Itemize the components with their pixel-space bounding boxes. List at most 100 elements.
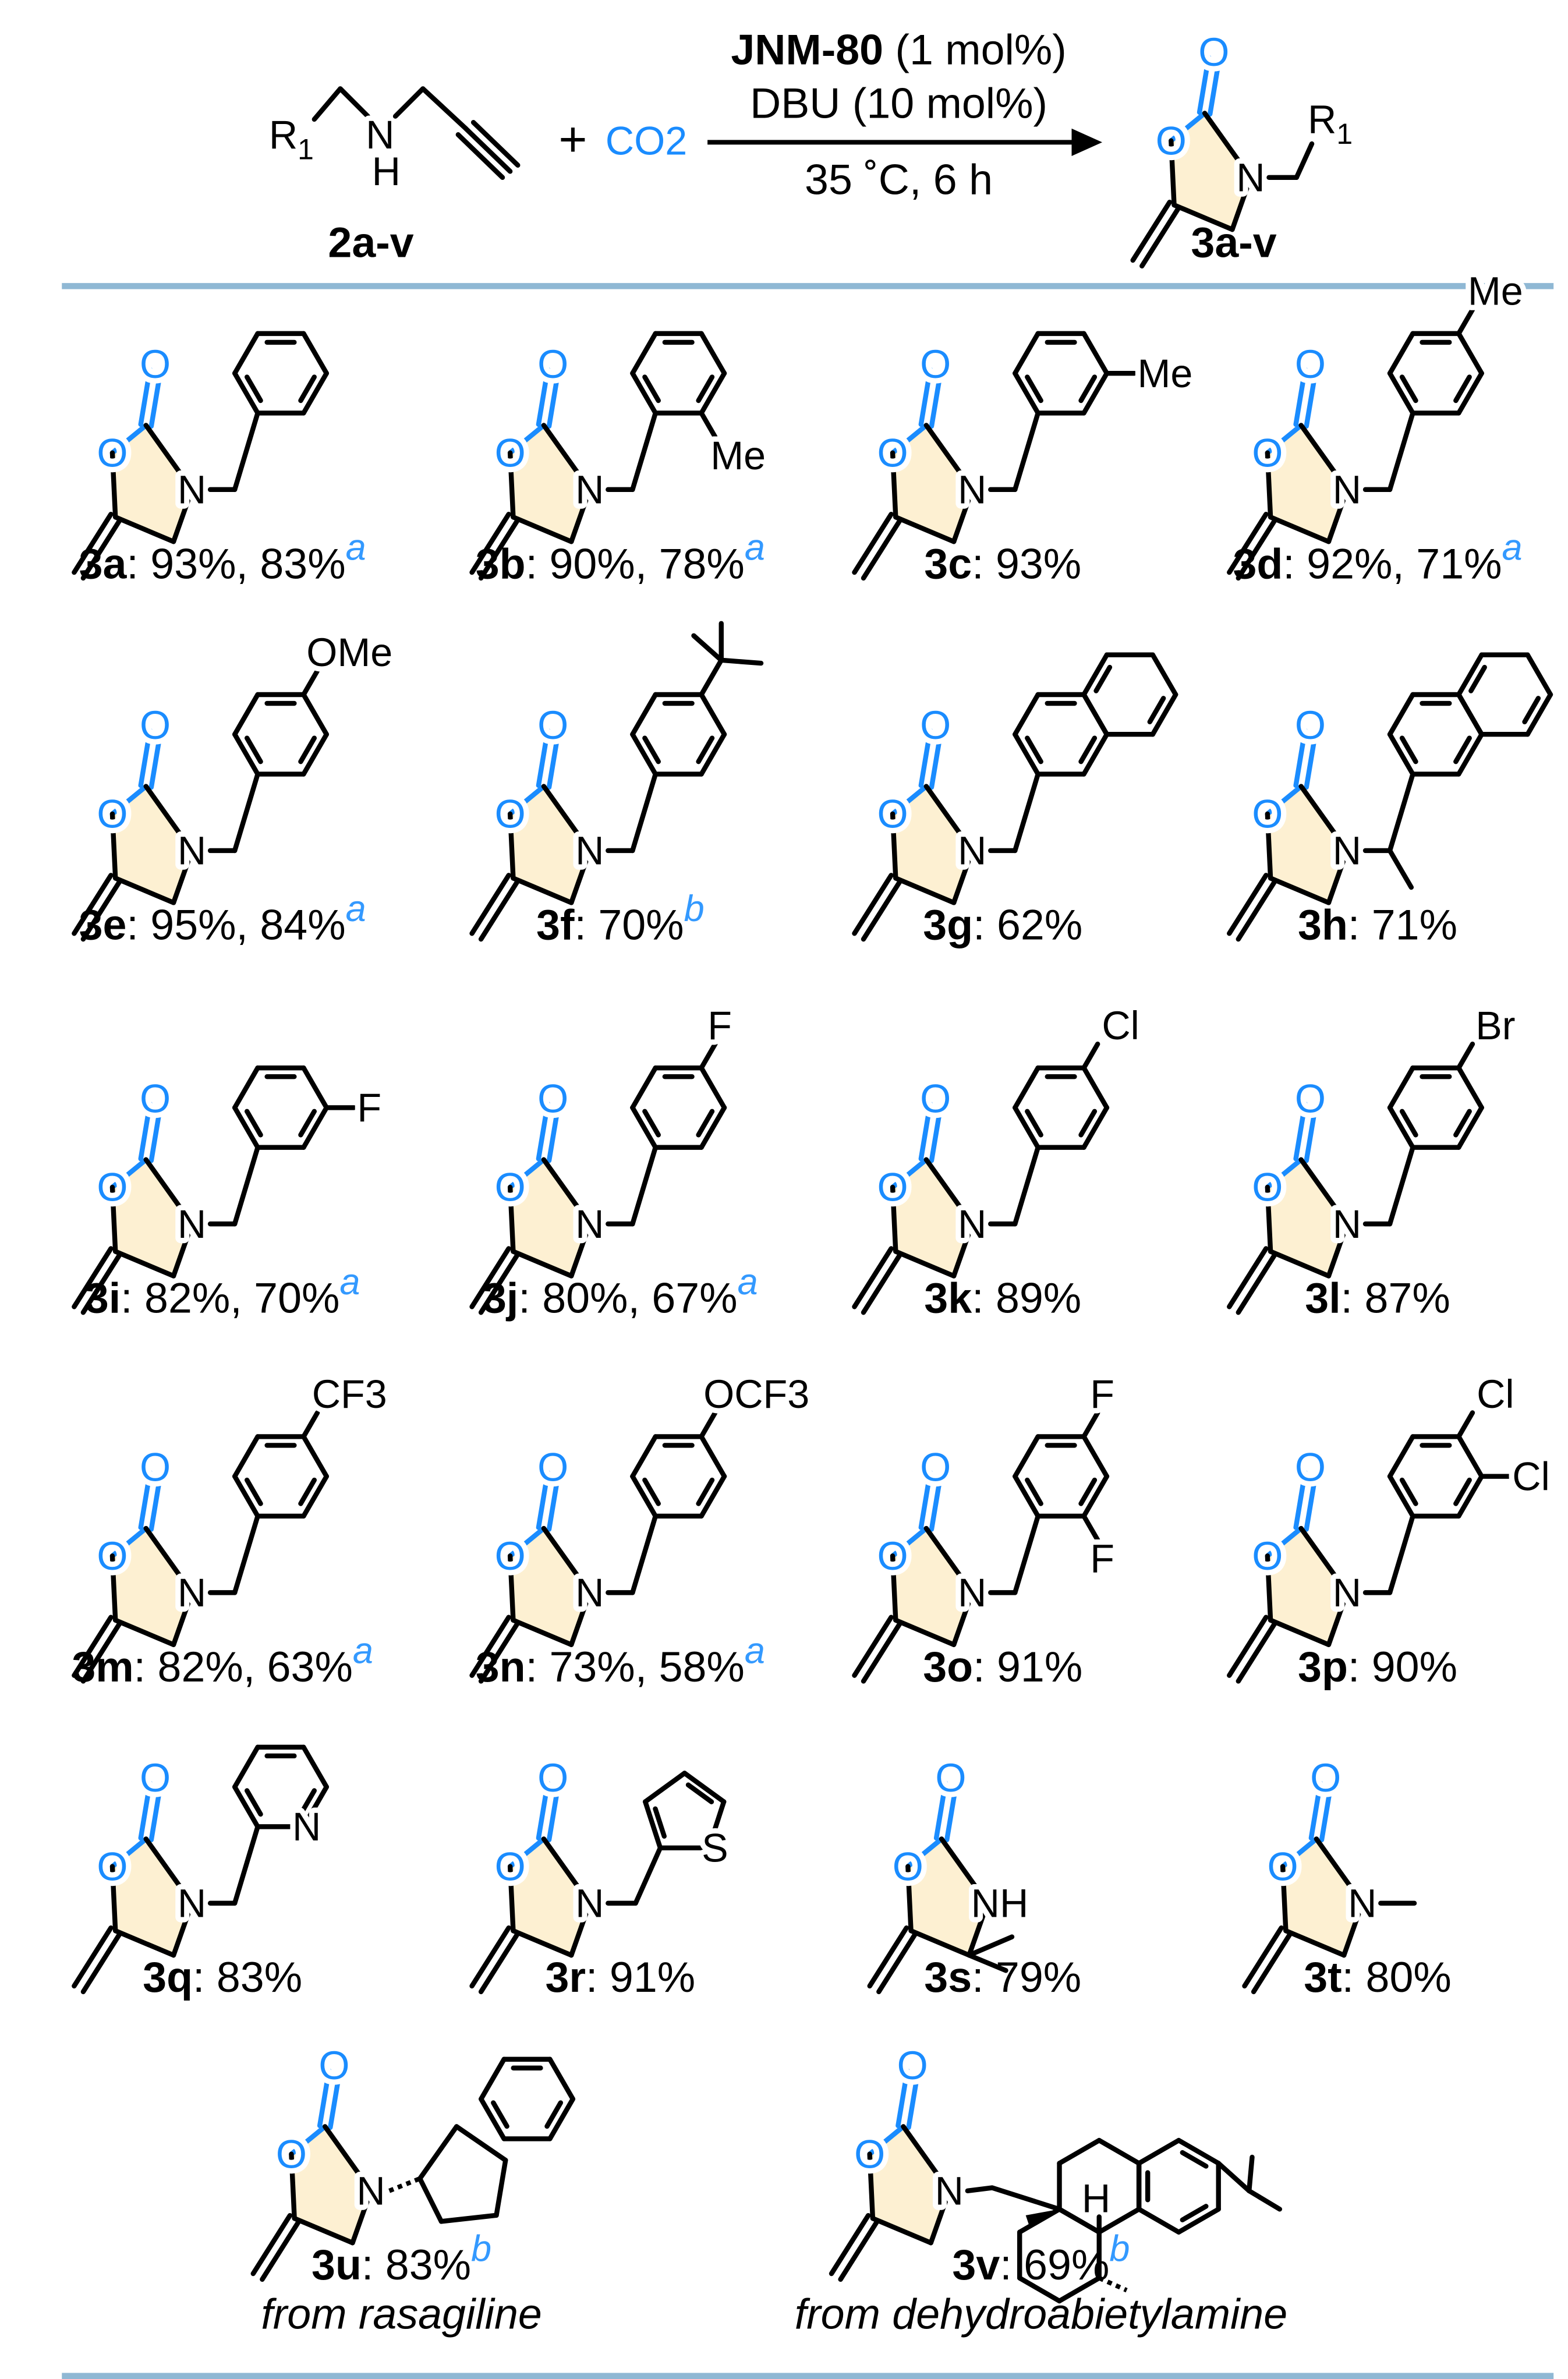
r1-label: R1 bbox=[1308, 98, 1353, 150]
bond bbox=[861, 1620, 903, 1684]
bond bbox=[1081, 732, 1110, 777]
bond bbox=[298, 374, 317, 403]
bond bbox=[893, 1249, 957, 1279]
bond bbox=[80, 1252, 123, 1315]
hashed-bond bbox=[388, 2176, 421, 2193]
bond bbox=[1247, 2154, 1255, 2194]
bond bbox=[392, 86, 426, 119]
bond bbox=[148, 730, 163, 790]
carbonyl-oxygen-label: O bbox=[537, 342, 568, 387]
bond bbox=[569, 487, 592, 544]
compound-id: 3h bbox=[1298, 900, 1348, 948]
bond bbox=[511, 1617, 574, 1647]
substituent-label: Me bbox=[1137, 352, 1192, 396]
bond bbox=[138, 1470, 153, 1530]
carbonyl-oxygen-label: O bbox=[140, 703, 171, 748]
bond bbox=[312, 86, 343, 122]
bond bbox=[143, 1525, 194, 1595]
bond bbox=[463, 126, 513, 174]
compound-yield: : 95%, 84% bbox=[126, 900, 345, 948]
bond bbox=[1265, 1525, 1304, 1559]
compound-id: 3s bbox=[924, 1953, 972, 2001]
bond bbox=[507, 423, 547, 455]
footnote-marker: a bbox=[1502, 528, 1523, 568]
atom-label-part: O bbox=[877, 431, 908, 475]
footnote-marker: a bbox=[745, 1630, 765, 1671]
compound-yield: : 71% bbox=[1348, 900, 1457, 948]
compound-yield: : 70% bbox=[574, 900, 684, 948]
compound-label: 3d: 92%, 71%a bbox=[1233, 528, 1522, 588]
compound-label: 3l: 87% bbox=[1305, 1274, 1450, 1322]
bond bbox=[109, 1525, 148, 1559]
bond bbox=[289, 2151, 297, 2221]
bond bbox=[1013, 1105, 1040, 1150]
substituent-label: OCF3 bbox=[703, 1372, 809, 1417]
compound-yield: : 79% bbox=[972, 1953, 1081, 2001]
bond bbox=[494, 2158, 508, 2218]
bond bbox=[893, 876, 957, 905]
bond bbox=[1308, 1780, 1323, 1841]
bond bbox=[469, 1925, 511, 1989]
bond bbox=[923, 423, 975, 493]
carbonyl-oxygen-label: O bbox=[1295, 1077, 1326, 1121]
bond bbox=[232, 1513, 260, 1595]
carbonyl-oxygen-label: O bbox=[1295, 1446, 1326, 1490]
bond bbox=[1081, 370, 1110, 416]
bond bbox=[1057, 2207, 1102, 2235]
ring-oxygen-label: O bbox=[97, 1845, 128, 1889]
compound-label: 3f: 70%b bbox=[536, 888, 705, 949]
bond bbox=[1456, 1105, 1484, 1150]
bond bbox=[1456, 652, 1484, 698]
footnote-marker: a bbox=[745, 528, 765, 568]
bond bbox=[1453, 1477, 1472, 1506]
nitrogen-label: N bbox=[958, 1571, 986, 1615]
atom-label-part: O bbox=[1252, 1166, 1283, 1210]
bond bbox=[1468, 664, 1487, 693]
bond bbox=[944, 1782, 959, 1843]
bond bbox=[1399, 374, 1418, 403]
bond bbox=[890, 784, 929, 817]
substituent-label: Cl bbox=[1477, 1372, 1514, 1417]
atom-label-part: O bbox=[140, 1077, 171, 1121]
oxazolidinone-ring-fill bbox=[112, 1839, 192, 1956]
nitrogen-label: N bbox=[575, 468, 604, 512]
compound-id: 3l bbox=[1305, 1274, 1340, 1322]
compound-id: 3j bbox=[483, 1274, 518, 1322]
bond bbox=[1304, 1471, 1318, 1532]
atom-label-part: O bbox=[1295, 1446, 1326, 1490]
atom-label-part: O bbox=[1198, 30, 1229, 75]
compound-yield: : 69% bbox=[1000, 2240, 1109, 2289]
substituent-label: F bbox=[357, 1086, 381, 1130]
bond bbox=[852, 873, 894, 936]
bond bbox=[633, 1845, 663, 1906]
amine-hydrogen-label: H bbox=[372, 150, 401, 194]
compound-3c: OO N Me 3c: 93% bbox=[852, 331, 1198, 587]
bond bbox=[148, 1103, 163, 1163]
oxazolidinone-ring-fill bbox=[893, 786, 972, 903]
bond bbox=[1242, 1925, 1284, 1989]
ring-oxygen-label: O bbox=[97, 431, 128, 475]
bond bbox=[1180, 2204, 1209, 2222]
bond bbox=[867, 1925, 909, 1989]
atom-label-part: N bbox=[575, 468, 604, 512]
atom-label-part: O bbox=[537, 342, 568, 387]
bond bbox=[80, 1620, 123, 1684]
arrow-head bbox=[1071, 128, 1103, 157]
atom-label-part: O bbox=[537, 1077, 568, 1121]
bond bbox=[1525, 692, 1553, 737]
bond bbox=[923, 1525, 975, 1595]
conditions-text: 35 ˚C, 6 h bbox=[805, 155, 993, 204]
compound-origin: from dehydroabietylamine bbox=[795, 2289, 1287, 2338]
bond bbox=[890, 1553, 898, 1623]
bond bbox=[1025, 735, 1043, 764]
carbonyl-oxygen-label: O bbox=[920, 1077, 951, 1121]
atom-label-part: O bbox=[920, 342, 951, 387]
compound-3o: OO N F F 3o: 91% bbox=[852, 1367, 1120, 1691]
bond bbox=[718, 657, 764, 666]
oxazolidinone-ring-fill bbox=[893, 1159, 972, 1276]
bond bbox=[109, 811, 118, 881]
bond bbox=[232, 1744, 260, 1790]
bond bbox=[245, 1477, 263, 1506]
atom-label-part: N bbox=[935, 2169, 964, 2213]
bond bbox=[322, 2124, 374, 2194]
